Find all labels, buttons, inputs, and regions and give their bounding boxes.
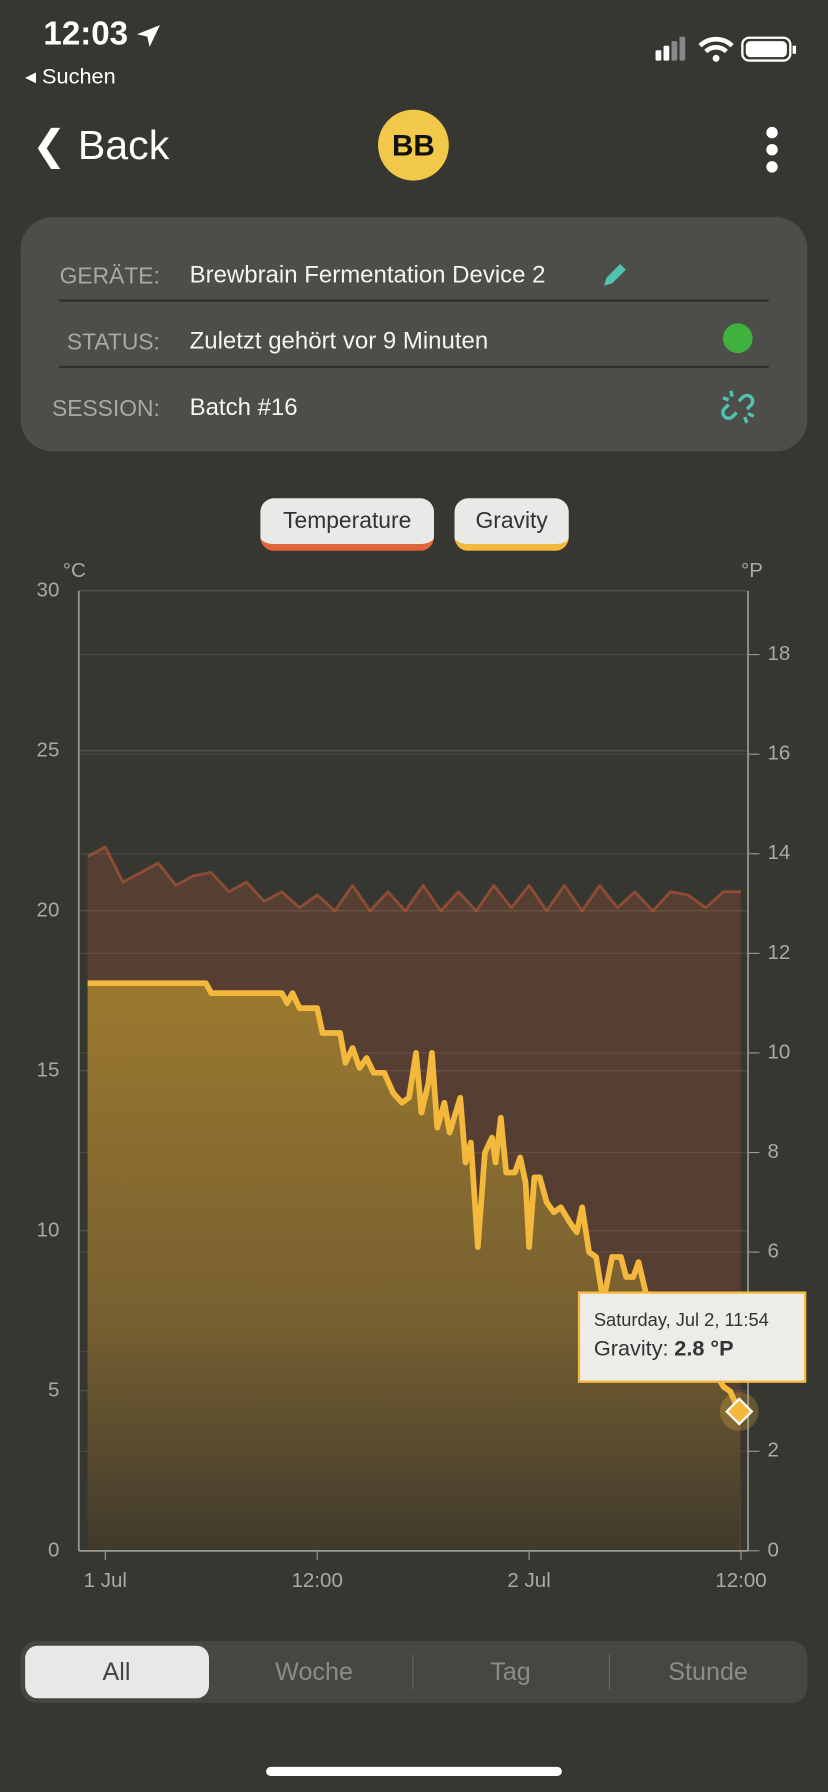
y2-tick-label: 16 <box>767 742 790 765</box>
home-indicator <box>266 1766 562 1776</box>
legend-button[interactable]: Gravity <box>454 498 569 551</box>
row-value: Batch #16 <box>189 394 298 421</box>
tooltip: Saturday, Jul 2, 11:54 Gravity: 2.8 °P <box>577 1291 807 1383</box>
row-value: Brewbrain Fermentation Device 2 <box>189 261 546 288</box>
x-tick-label: 2 Jul <box>507 1569 550 1592</box>
highlight-point <box>725 1397 754 1426</box>
range-tab[interactable]: Woche <box>275 1657 353 1686</box>
x-tick-label: 12:00 <box>715 1569 766 1592</box>
tab-divider <box>608 1654 610 1690</box>
y-tick-label: 5 <box>48 1378 59 1401</box>
status-icons <box>655 36 797 62</box>
y2-tick-label: 12 <box>767 941 790 964</box>
tooltip-title: Saturday, Jul 2, 11:54 <box>594 1309 769 1330</box>
menu-button[interactable] <box>761 126 784 176</box>
device-card <box>20 217 808 452</box>
y2-tick-label: 10 <box>767 1040 790 1063</box>
link-icon[interactable] <box>720 389 757 426</box>
y2-tick-label: 2 <box>767 1439 778 1462</box>
y-tick-label: 30 <box>37 578 60 601</box>
y2-tick-label: 14 <box>767 841 790 864</box>
row-label: SESSION: <box>51 396 160 422</box>
logo: BB <box>378 109 449 181</box>
y-tick-label: 15 <box>37 1058 60 1081</box>
location-icon <box>137 25 160 47</box>
row-value: Zuletzt gehört vor 9 Minuten <box>189 327 489 355</box>
back-to-app[interactable]: ◂ Suchen <box>25 65 116 90</box>
y2-tick-label: 6 <box>767 1240 778 1263</box>
separator <box>59 365 769 368</box>
selected-tab-bg <box>25 1645 209 1699</box>
edit-icon[interactable] <box>600 261 630 291</box>
y-tick-label: 20 <box>37 898 60 921</box>
y-tick-label: 10 <box>37 1218 60 1241</box>
separator <box>59 299 769 302</box>
range-tab[interactable]: Stunde <box>668 1657 748 1686</box>
y2-tick-label: 18 <box>767 642 790 665</box>
back-app-label: Suchen <box>42 65 116 90</box>
y2-tick-label: 0 <box>767 1538 778 1561</box>
x-tick-label: 12:00 <box>291 1569 342 1592</box>
series-area <box>87 983 740 1551</box>
range-tab[interactable]: All <box>102 1657 131 1686</box>
x-tick-label: 1 Jul <box>84 1569 127 1592</box>
tab-divider <box>412 1654 414 1690</box>
tooltip-label: Gravity: <box>594 1335 669 1360</box>
legend-button[interactable]: Temperature <box>260 498 434 551</box>
back-button[interactable]: ❮ Back <box>31 121 170 168</box>
clock: 12:03 <box>43 15 129 53</box>
series-line <box>86 845 741 913</box>
chart: °C °P 0510152025300246810121416181 Jul12… <box>37 559 807 1592</box>
back-label: Back <box>77 121 170 168</box>
tooltip-value: Gravity: 2.8 °P <box>594 1335 734 1360</box>
status-dot <box>722 323 753 354</box>
y2-tick-label: 8 <box>767 1140 778 1163</box>
y2-axis-label: °P <box>741 559 763 582</box>
y-tick-label: 0 <box>48 1538 59 1561</box>
tooltip-box <box>577 1291 807 1383</box>
row-label: STATUS: <box>66 330 160 356</box>
range-tab[interactable]: Tag <box>490 1657 531 1686</box>
y-tick-label: 25 <box>37 738 60 761</box>
row-label: GERÄTE: <box>59 263 160 290</box>
y-axis-label: °C <box>63 559 86 582</box>
tooltip-value-label: 2.8 °P <box>674 1335 733 1360</box>
